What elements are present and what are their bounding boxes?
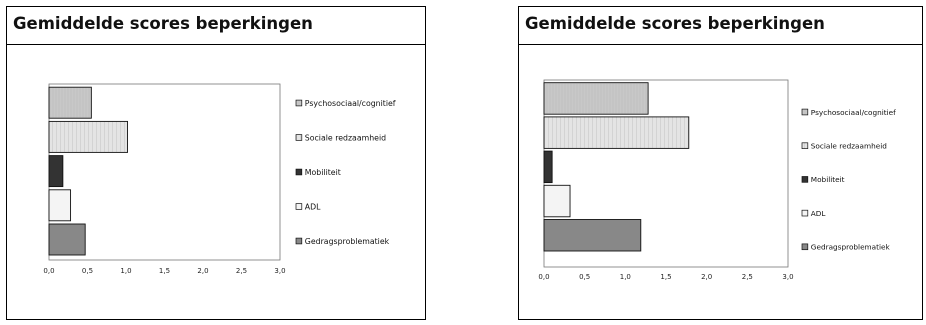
chart-panel-1: Gemiddelde scores beperkingen 0,0 0,5 1,0 1…	[6, 6, 426, 320]
legend-swatch	[295, 168, 303, 176]
legend-swatch	[801, 108, 809, 116]
legend-label: Psychosociaal/cognitief	[811, 108, 896, 117]
x-tick-label: 1,0	[120, 267, 131, 275]
bar-5	[543, 219, 642, 252]
x-tick-label: 1,0	[620, 273, 631, 281]
chart-title: Gemiddelde scores beperkingen	[525, 14, 825, 33]
legend-swatch	[801, 176, 809, 183]
bar-2	[543, 116, 690, 149]
bar-1	[48, 86, 92, 119]
x-tick-label: 0,0	[43, 267, 54, 275]
bar-5	[48, 223, 86, 256]
bar-3	[48, 155, 64, 188]
legend-swatch	[801, 243, 809, 251]
legend-label: Gedragsproblematiek	[811, 243, 891, 252]
chart-panel-2: Gemiddelde scores beperkingen 0,0 0,5 1,0 1…	[518, 6, 923, 320]
title-divider	[7, 44, 425, 45]
x-tick-label: 3,0	[782, 273, 793, 281]
legend-label: Sociale redzaamheid	[305, 133, 386, 142]
x-tick-label: 2,0	[197, 267, 208, 275]
legend-swatch	[295, 134, 303, 141]
bar-2	[48, 120, 128, 153]
bar-1	[543, 82, 649, 115]
legend-label: ADL	[811, 209, 827, 218]
x-tick-label: 1,5	[660, 273, 671, 281]
x-tick-label: 0,0	[538, 273, 549, 281]
legend-swatch	[295, 203, 303, 210]
x-tick-label: 1,5	[159, 267, 170, 275]
x-tick-label: 0,5	[579, 273, 590, 281]
bar-3	[543, 150, 553, 184]
legend-label: Mobiliteit	[305, 168, 341, 177]
x-tick-label: 2,0	[701, 273, 712, 281]
bar-chart: 0,0 0,5 1,0 1,5 2,0 2,5 3,0 Psychosociaal/cogni…	[43, 83, 396, 275]
legend-swatch	[801, 209, 809, 217]
x-tick-label: 3,0	[274, 267, 285, 275]
bar-4	[543, 184, 571, 218]
legend-swatch	[295, 237, 303, 245]
x-tick-label: 2,5	[742, 273, 753, 281]
legend-swatch	[295, 99, 303, 107]
legend-label: Psychosociaal/cognitief	[305, 99, 396, 108]
legend-swatch	[801, 142, 809, 149]
x-tick-label: 0,5	[82, 267, 93, 275]
bar-4	[48, 189, 72, 222]
legend-label: Gedragsproblematiek	[305, 237, 390, 246]
title-divider	[519, 44, 922, 45]
x-tick-label: 2,5	[236, 267, 247, 275]
legend-label: Mobiliteit	[811, 175, 845, 184]
bar-chart: 0,0 0,5 1,0 1,5 2,0 2,5 3,0 Psychosociaal/cogni…	[538, 79, 896, 281]
legend-label: Sociale redzaamheid	[811, 142, 887, 151]
legend-label: ADL	[305, 202, 321, 211]
chart-title: Gemiddelde scores beperkingen	[13, 14, 313, 33]
